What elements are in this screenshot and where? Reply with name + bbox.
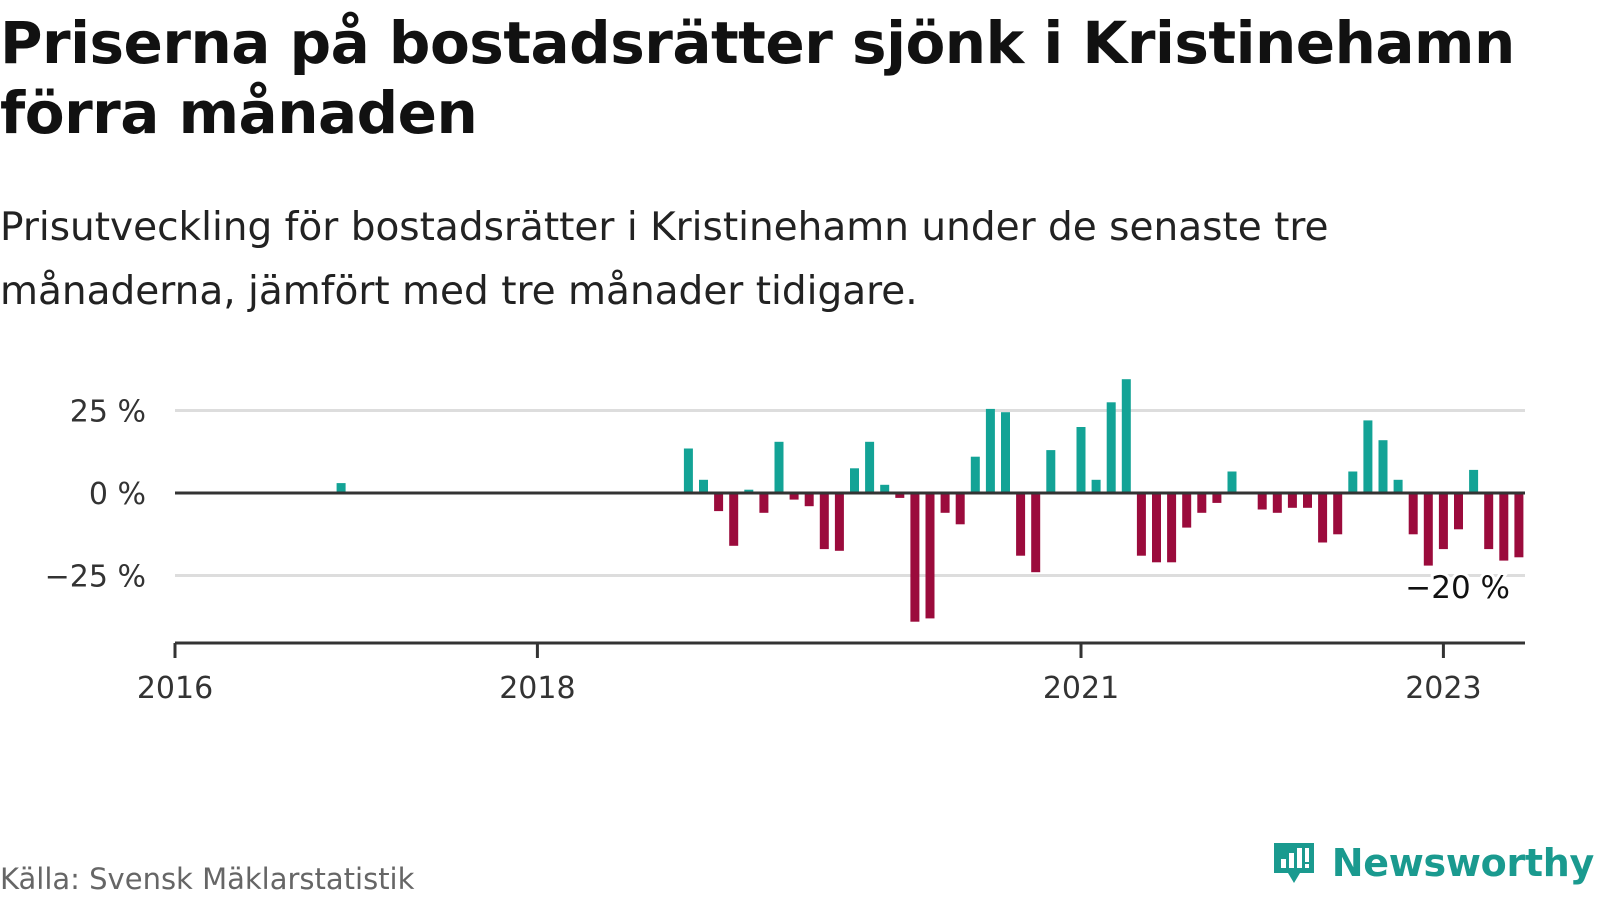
bar xyxy=(789,493,799,500)
bar xyxy=(955,493,965,525)
bar xyxy=(850,468,859,494)
bar xyxy=(759,493,769,513)
bar xyxy=(804,493,814,507)
bar xyxy=(714,493,724,512)
bar xyxy=(1287,493,1297,508)
bar xyxy=(1333,493,1343,535)
bar xyxy=(985,408,995,493)
bar xyxy=(819,493,829,550)
bars xyxy=(336,379,1524,622)
bar xyxy=(1303,493,1312,508)
bar xyxy=(1318,493,1328,543)
bar xyxy=(1227,471,1237,493)
y-tick-label: 0 % xyxy=(89,477,146,512)
bar xyxy=(1423,493,1433,566)
x-tick-label: 2018 xyxy=(499,671,575,706)
bar xyxy=(925,493,935,619)
bar xyxy=(744,489,754,493)
gridlines xyxy=(175,409,1525,577)
bar xyxy=(1152,493,1161,563)
x-tick-label: 2016 xyxy=(137,671,213,706)
last-value-label: −20 % xyxy=(1405,570,1510,606)
bar xyxy=(1106,402,1116,494)
x-tick-label: 2021 xyxy=(1043,671,1119,706)
bar xyxy=(336,483,346,493)
bar xyxy=(1393,479,1403,493)
bar xyxy=(1499,493,1509,561)
bar xyxy=(1438,493,1448,550)
bar xyxy=(910,493,920,622)
bar xyxy=(1378,440,1388,493)
source-note: Källa: Svensk Mäklarstatistik xyxy=(0,862,415,896)
bar xyxy=(1197,493,1207,513)
bar xyxy=(1469,469,1479,493)
bar xyxy=(699,479,708,493)
y-tick-label: 25 % xyxy=(70,395,146,430)
bar xyxy=(1257,493,1267,510)
bar xyxy=(1272,493,1282,513)
bar xyxy=(834,493,844,551)
bar xyxy=(1514,493,1524,558)
bar xyxy=(1167,493,1177,563)
bar xyxy=(1076,427,1086,493)
bar xyxy=(1363,420,1373,493)
bar xyxy=(1484,493,1494,550)
bar xyxy=(1454,493,1463,530)
bar-chart: 25 % 0 % −25 % 2016 2018 2021 2023 −20 % xyxy=(45,379,1525,706)
x-tick-label: 2023 xyxy=(1405,671,1481,706)
bar xyxy=(1016,493,1026,556)
bar xyxy=(1091,479,1101,493)
y-tick-label: −25 % xyxy=(45,560,146,595)
bar xyxy=(1136,493,1146,556)
bar xyxy=(1212,493,1222,503)
bar xyxy=(729,493,739,546)
chart-title: Priserna på bostadsrätter sjönk i Kristi… xyxy=(0,9,1515,147)
newsworthy-logo-icon xyxy=(1273,843,1314,883)
bar xyxy=(1031,493,1041,573)
newsworthy-logo: Newsworthy xyxy=(1270,838,1594,888)
bar xyxy=(970,456,980,493)
bar xyxy=(865,441,875,493)
bar xyxy=(1046,450,1056,493)
brand-name: Newsworthy xyxy=(1331,841,1595,885)
bar xyxy=(1182,493,1192,528)
bar xyxy=(895,493,905,498)
bar xyxy=(1408,493,1418,535)
chart-subtitle: Prisutveckling för bostadsrätter i Krist… xyxy=(0,205,1329,314)
y-tick-labels: 25 % 0 % −25 % xyxy=(45,395,146,595)
bar xyxy=(1121,379,1131,493)
bar xyxy=(1001,412,1010,493)
bar xyxy=(683,448,693,493)
bar xyxy=(940,493,950,513)
bar xyxy=(774,441,784,493)
x-ticks: 2016 2018 2021 2023 xyxy=(137,643,1482,706)
bar xyxy=(1348,471,1358,493)
bar xyxy=(880,484,890,494)
